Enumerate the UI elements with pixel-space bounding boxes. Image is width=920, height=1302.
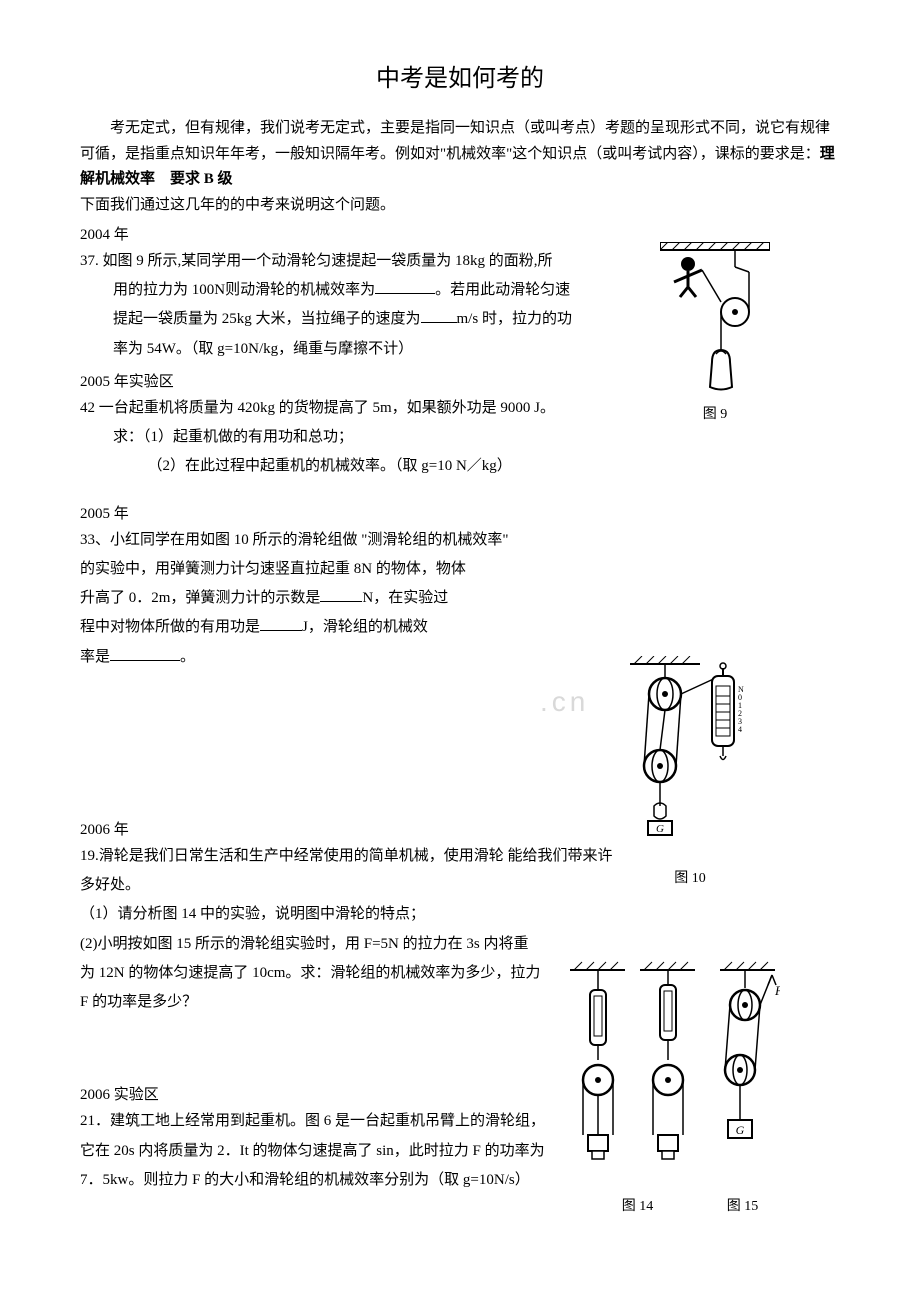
blank-field: [260, 615, 302, 631]
question-33: 33、小红同学在用如图 10 所示的滑轮组做 "测滑轮组的机械效率" 的实验中，…: [80, 526, 840, 672]
pulley-system-icon: G N 0 1 2 3 4: [630, 656, 750, 856]
figure-10: G N 0 1 2 3 4 图 10: [630, 656, 750, 890]
q19-line-4: 为 12N 的物体匀速提高了 10cm。求：滑轮组的机械效率为多少，拉力: [80, 959, 620, 988]
q19-line-1: 19.滑轮是我们日常生活和生产中经常使用的简单机械，使用滑轮 能给我们带来许多好…: [80, 842, 620, 901]
intro-paragraph: 考无定式，但有规律，我们说考无定式，主要是指同一知识点（或叫考点）考题的呈现形式…: [80, 116, 840, 193]
q19-line-5: F 的功率是多少？: [80, 988, 620, 1017]
q37-line-4: 率为 54W。（取 g=10N/kg，绳重与摩擦不计）: [80, 335, 700, 364]
blank-field: [421, 307, 457, 323]
q37-line-1: 37. 如图 9 所示,某同学用一个动滑轮匀速提起一袋质量为 18kg 的面粉,…: [80, 247, 700, 276]
q33-line-1: 33、小红同学在用如图 10 所示的滑轮组做 "测滑轮组的机械效率": [80, 526, 640, 555]
year-2005: 2005 年: [80, 502, 840, 526]
figure-14-caption: 图 14: [578, 1196, 698, 1218]
svg-text:G: G: [736, 1123, 745, 1137]
pulleys-icon: F G: [570, 960, 780, 1180]
q21-line-3: 7．5kw。则拉力 F 的大小和滑轮组的机械效率分别为（取 g=10N/s）: [80, 1166, 620, 1195]
q33-line-3: 升高了 0．2m，弹簧测力计的示数是N，在实验过: [80, 584, 640, 613]
q21-line-1: 21．建筑工地上经常用到起重机。图 6 是一台起重机吊臂上的滑轮组，: [80, 1107, 620, 1136]
figure-14-15: F G 图 14 图 15: [570, 960, 780, 1218]
q37-line-2: 用的拉力为 100N则动滑轮的机械效率为。若用此动滑轮匀速: [80, 276, 700, 305]
blank-field: [110, 645, 180, 661]
q33-line-2: 的实验中，用弹簧测力计匀速竖直拉起重 8N 的物体，物体: [80, 555, 640, 584]
figure-15-caption: 图 15: [713, 1196, 773, 1218]
q37-line-3: 提起一袋质量为 25kg 大米，当拉绳子的速度为m/s 时，拉力的功: [80, 305, 700, 334]
q33-line-4: 程中对物体所做的有用功是J，滑轮组的机械效: [80, 613, 640, 642]
svg-text:G: G: [656, 823, 664, 835]
intro-text-1: 考无定式，但有规律，我们说考无定式，主要是指同一知识点（或叫考点）考题的呈现形式…: [80, 120, 830, 162]
q33-line-5: 率是。: [80, 643, 640, 672]
page-title: 中考是如何考的: [80, 60, 840, 98]
svg-text:4: 4: [738, 725, 742, 734]
svg-text:F: F: [774, 983, 780, 998]
q19-line-3: (2)小明按如图 15 所示的滑轮组实验时，用 F=5N 的拉力在 3s 内将重: [80, 930, 620, 959]
blank-field: [375, 278, 435, 294]
figure-10-caption: 图 10: [630, 868, 750, 890]
intro-line-2: 下面我们通过这几年的的中考来说明这个问题。: [80, 193, 840, 217]
q42-line-2: 求：（1）起重机做的有用功和总功；: [80, 423, 840, 452]
q21-line-2: 它在 20s 内将质量为 2．It 的物体匀速提高了 sin，此时拉力 F 的功…: [80, 1137, 620, 1166]
figure-9-caption: 图 9: [660, 404, 770, 426]
q42-line-3: （2）在此过程中起重机的机械效率。（取 g=10 N／kg）: [80, 452, 840, 481]
blank-field: [320, 586, 362, 602]
pulley-icon: [660, 242, 770, 392]
figure-9: 图 9: [660, 242, 770, 426]
q19-line-2: （1）请分析图 14 中的实验，说明图中滑轮的特点；: [80, 900, 620, 929]
